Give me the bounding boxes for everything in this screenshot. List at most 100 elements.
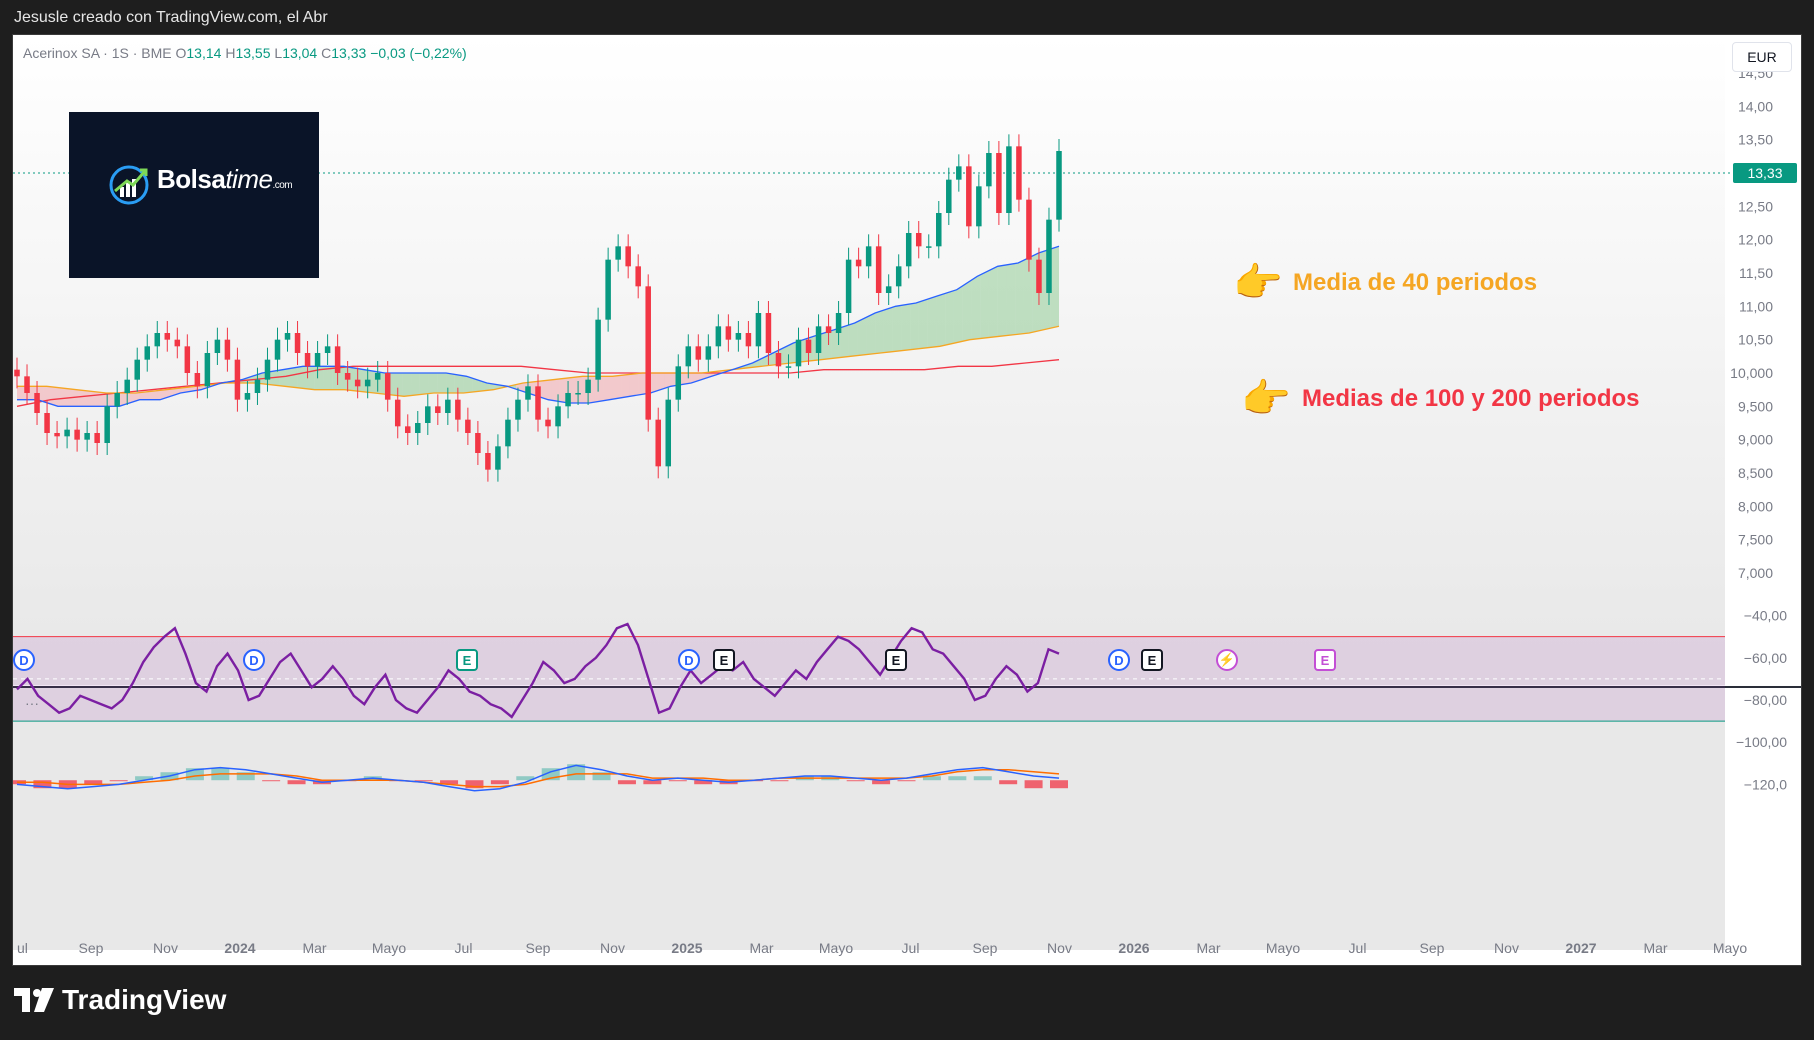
candle-body [685,346,692,367]
candle-body [134,359,140,380]
brand-name: TradingView [62,984,227,1015]
ma-cloud-segment [682,373,692,385]
time-axis-tick: Mar [749,940,773,956]
candle-body [695,346,702,360]
candle-body [936,213,942,247]
chart-frame[interactable]: 14,50 14,00 13,50 12,50 12,00 11,50 11,00 10,50… [12,34,1802,966]
candle-body [394,399,401,427]
ma-cloud-segment [901,303,911,351]
candle-body [655,419,661,467]
ma-cloud-segment [638,373,648,395]
ma-cloud-segment [78,389,88,407]
price-axis-tick: 12,50 [1738,198,1773,214]
candle-body [1026,199,1032,260]
ma-cloud-segment [594,376,604,403]
event-marker-E[interactable]: E [1314,649,1336,671]
candle-body [34,393,40,413]
ma-cloud-segment [953,285,963,344]
time-axis-tick: Mayo [1713,940,1747,956]
candle-body [885,286,892,293]
symbol-legend[interactable]: Acerinox SA · 1S · BME O13,14 H13,55 L13… [23,45,467,61]
candle-body [314,353,321,367]
macd-histogram-bar [84,780,103,785]
price-axis-tick: 9,000 [1738,432,1773,448]
candle-body [645,286,651,420]
time-axis-tick: Sep [79,940,104,956]
macd-histogram-bar [694,780,713,785]
candle-body [154,333,161,347]
macd-histogram-bar [1024,780,1043,789]
candle-body [845,259,852,313]
ma-cloud-segment [60,387,70,407]
indicator-menu-dots[interactable]: ··· [25,695,39,711]
legend-close-label: C [321,45,332,61]
event-marker-D[interactable]: D [678,649,700,671]
candle-body [715,326,722,347]
candle-body [214,339,221,353]
time-axis-tick: Nov [153,940,178,956]
event-marker-E[interactable]: E [885,649,907,671]
tradingview-brand[interactable]: TradingView [14,984,226,1016]
candle-body [946,179,952,213]
event-marker-E[interactable]: E [713,649,735,671]
candle-body [224,339,231,360]
price-axis-tick: 9,500 [1738,398,1773,414]
price-axis-tick: 7,500 [1738,532,1773,548]
event-marker-D[interactable]: D [243,649,265,671]
candle-body [595,319,601,380]
candle-body [1046,219,1052,293]
candle-body [615,246,621,260]
candle-body [74,429,80,440]
ma-cloud-segment [603,376,613,401]
ma-cloud-segment [402,373,412,397]
candle-body [765,313,772,353]
candle-body [805,339,812,353]
macd-histogram-bar [465,780,484,789]
ma-cloud-segment [971,274,981,340]
ma-cloud-segment [910,302,919,350]
candle-body [555,406,561,427]
ma-cloud-segment [577,376,587,403]
time-axis-tick: Jul [902,940,920,956]
candle-body [505,419,511,447]
event-marker-D[interactable]: D [1108,649,1130,671]
ma-cloud-segment [428,373,438,394]
candle-body [635,266,641,287]
candle-body [865,246,872,267]
ma-cloud-segment [664,373,674,389]
ma-cloud-segment [822,330,832,360]
bolsatime-logo: Bolsatime.com [69,112,319,278]
macd-histogram-bar [770,780,789,782]
logo-text: Bolsatime.com [157,164,293,194]
price-axis-tick: 11,50 [1739,265,1773,281]
pointing-hand-icon: 👉 [1233,261,1283,305]
currency-button[interactable]: EUR [1732,42,1792,72]
time-axis-tick: Mar [1196,940,1220,956]
event-marker-E[interactable]: E [1141,649,1163,671]
macd-histogram-bar [1050,780,1068,789]
candle-body [404,426,411,433]
candle-body [1006,146,1012,213]
event-marker-⚡[interactable]: ⚡ [1216,649,1238,671]
price-axis-tick: 8,000 [1738,498,1773,514]
ma-cloud-segment [122,393,131,406]
candle-body [114,393,120,407]
chart-logo-icon [109,165,149,205]
event-marker-E[interactable]: E [456,649,478,671]
ma-cloud-segment [1006,263,1016,336]
legend-close: 13,33 [331,45,367,61]
ma-cloud-segment [629,373,639,397]
macd-histogram-bar [668,780,687,782]
chart-canvas[interactable]: 14,5014,0013,5012,5012,0011,5011,0010,50… [13,35,1801,965]
candle-body [925,246,932,248]
time-axis-tick: Mar [1643,940,1667,956]
candle-body [815,326,822,353]
candle-body [485,453,491,470]
candle-body [144,346,151,360]
ma-cloud-segment [148,390,158,400]
candle-body [855,259,862,267]
price-axis-tick: 12,00 [1738,232,1773,248]
candle-body [675,366,682,400]
event-marker-D[interactable]: D [13,649,35,671]
ma-cloud-segment [945,290,954,346]
